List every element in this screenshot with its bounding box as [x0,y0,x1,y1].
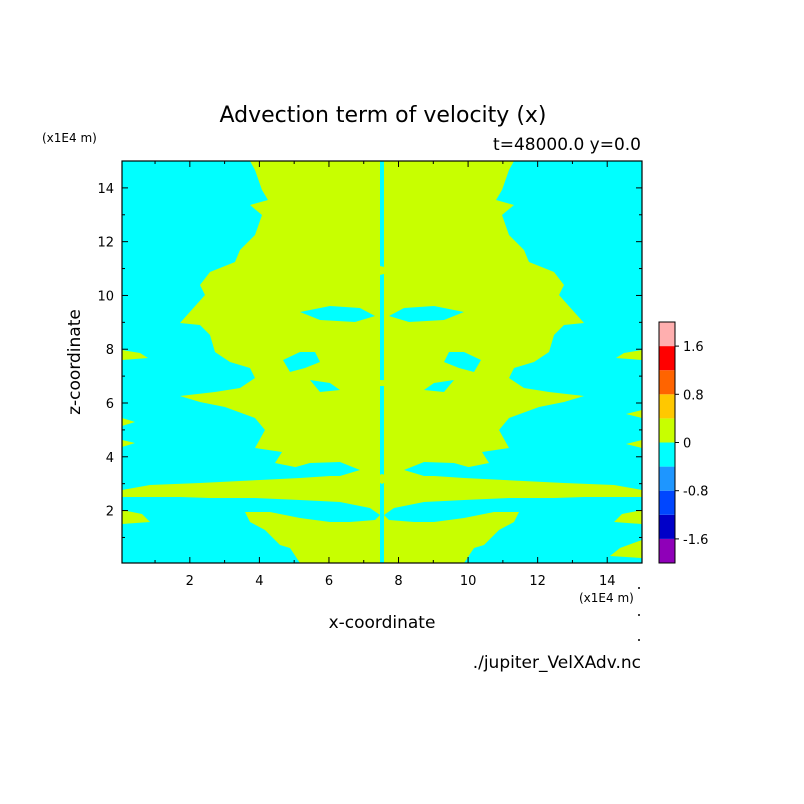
colorbar-swatch [659,370,675,395]
y-unit-label: (x1E4 m) [42,131,97,145]
colorbar-swatch [659,346,675,371]
colorbar-tick-label: -0.8 [683,485,708,500]
colorbar-tick-label: 0 [683,437,691,452]
plot-frame [121,160,643,564]
plot-area [122,161,642,563]
contour-region-positive-right-upper [384,161,642,563]
y-tick-label: 10 [97,289,114,304]
chart-title: Advection term of velocity (x) [219,103,546,128]
source-file-label: ./jupiter_VelXAdv.nc [473,653,641,673]
contour-region-negative-blob-right [389,306,481,476]
x-tick-label: 14 [599,574,616,589]
x-tick-label: 12 [529,574,546,589]
tick-dots [638,587,640,641]
colorbar-swatch [659,418,675,443]
colorbar-swatch [659,490,675,515]
colorbar-tick-label: 1.6 [683,340,704,355]
colorbar-tick-label: -1.6 [683,533,708,548]
contour-region-positive-left-upper [122,161,380,563]
y-tick-label: 8 [106,343,114,358]
contour-region-negative-blob-left [283,306,375,476]
x-tick-label: 6 [325,574,333,589]
colorbar: -1.6 -0.8 0 0.8 1.6 [658,321,708,564]
colorbar-swatch [659,514,675,539]
y-tick-label: 14 [97,182,114,197]
y-axis-label: z-coordinate [65,309,85,415]
x-tick-label: 4 [255,574,263,589]
colorbar-swatch [659,394,675,419]
y-tick-label: 12 [97,236,114,251]
x-tick-label: 8 [394,574,402,589]
chart-subtitle: t=48000.0 y=0.0 [493,135,641,155]
colorbar-swatch [659,466,675,491]
x-unit-label: (x1E4 m) [579,591,634,605]
colorbar-swatch [659,538,675,563]
colorbar-swatch [659,322,675,347]
y-axis-ticks: 2 4 6 8 10 12 14 [97,182,642,538]
x-axis-ticks: 2 4 6 8 10 12 14 [154,161,616,589]
x-axis-label: x-coordinate [329,613,436,633]
contour-region-positive-edge-right [610,350,642,558]
contour-region-negative-center [380,161,384,563]
x-tick-label: 10 [460,574,477,589]
colorbar-tick-label: 0.8 [683,388,704,403]
y-tick-label: 6 [106,397,114,412]
y-tick-label: 4 [106,451,114,466]
colorbar-swatch [659,442,675,467]
x-tick-label: 2 [186,574,194,589]
y-tick-label: 2 [106,505,114,520]
